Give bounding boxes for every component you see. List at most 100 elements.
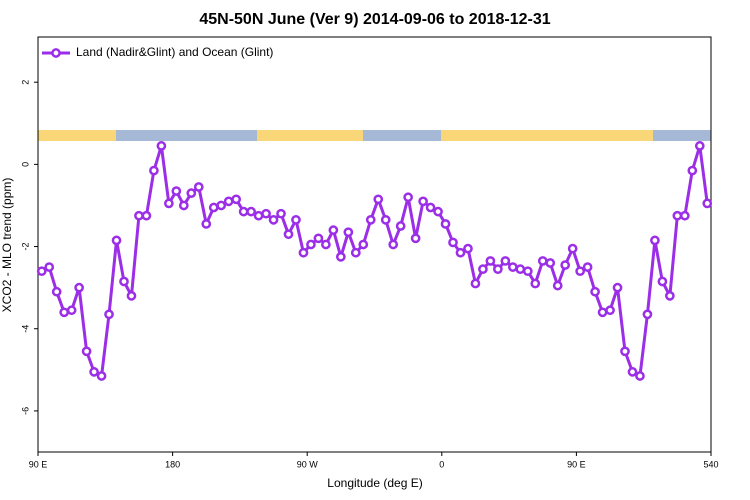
x-tick-label: 540 <box>703 459 718 469</box>
point <box>597 307 608 318</box>
point <box>567 243 578 254</box>
point <box>403 192 413 203</box>
chart-title: 45N-50N June (Ver 9) 2014-09-06 to 2018-… <box>199 11 550 28</box>
point <box>51 286 62 297</box>
point <box>231 194 242 205</box>
point <box>193 182 204 192</box>
point <box>657 276 668 287</box>
point <box>410 233 421 244</box>
point <box>298 247 309 258</box>
point <box>313 233 324 244</box>
point <box>433 206 443 217</box>
point <box>672 210 683 221</box>
point <box>283 229 294 240</box>
point <box>507 262 518 272</box>
point <box>44 262 55 272</box>
point <box>336 251 346 262</box>
y-axis-label: XCO2 - MLO trend (ppm) <box>0 178 14 313</box>
point <box>74 282 84 293</box>
point <box>156 141 167 151</box>
point <box>268 214 279 225</box>
point <box>545 258 556 268</box>
point <box>186 188 197 198</box>
point <box>276 208 286 219</box>
point <box>81 346 92 357</box>
x-axis-label: Longitude (deg E) <box>327 476 422 490</box>
point <box>590 286 600 297</box>
point <box>582 262 593 272</box>
point <box>642 309 653 320</box>
point <box>493 264 503 275</box>
point <box>679 210 690 221</box>
point <box>119 276 129 287</box>
point <box>178 200 189 211</box>
legend-marker <box>51 48 61 58</box>
y-tick-label: 0 <box>20 162 30 167</box>
point <box>694 141 705 151</box>
point <box>627 367 638 377</box>
point <box>395 221 406 231</box>
point <box>515 264 526 275</box>
point <box>463 243 473 254</box>
point <box>343 227 354 238</box>
x-tick-label: 0 <box>439 459 444 469</box>
point <box>238 206 249 217</box>
point <box>141 210 152 221</box>
point <box>261 208 271 219</box>
point <box>216 200 227 211</box>
point <box>111 235 122 246</box>
point <box>164 198 174 209</box>
x-tick-label: 90 E <box>567 459 586 469</box>
point <box>575 266 585 277</box>
point <box>96 371 107 381</box>
point <box>36 266 47 277</box>
point <box>470 278 481 289</box>
point <box>104 309 114 320</box>
point <box>560 260 571 270</box>
x-tick-label: 180 <box>165 459 180 469</box>
point <box>448 237 458 248</box>
point <box>306 239 316 250</box>
point <box>208 202 219 213</box>
point <box>440 219 451 229</box>
point <box>358 239 369 250</box>
legend-text: Land (Nadir&Glint) and Ocean (Glint) <box>76 45 273 59</box>
point <box>134 210 144 221</box>
point <box>665 291 675 301</box>
point <box>89 367 99 377</box>
point <box>552 280 563 291</box>
plot-frame <box>37 36 712 453</box>
point <box>388 239 399 250</box>
point <box>687 165 698 176</box>
y-tick-label: -4 <box>20 325 30 333</box>
point <box>66 305 77 316</box>
land-band <box>257 130 363 141</box>
y-tick-label: -2 <box>20 243 30 251</box>
point <box>605 305 615 316</box>
y-tick-label: 2 <box>20 80 30 85</box>
point <box>478 264 488 275</box>
point <box>485 256 496 266</box>
point <box>201 219 212 229</box>
point <box>321 239 331 250</box>
point <box>126 291 137 301</box>
point <box>223 196 234 207</box>
x-tick-label: 90 E <box>29 459 48 469</box>
point <box>650 235 660 246</box>
point <box>350 247 361 258</box>
point <box>537 256 548 266</box>
point <box>59 307 70 318</box>
point <box>149 165 159 176</box>
point <box>328 225 339 235</box>
point <box>246 206 256 217</box>
ocean-band <box>38 130 711 141</box>
point <box>702 198 713 209</box>
point <box>612 282 623 293</box>
y-tick-label: -6 <box>20 407 30 415</box>
series-line <box>41 145 709 379</box>
point <box>418 196 428 207</box>
point <box>522 266 533 277</box>
point <box>291 214 301 225</box>
land-band <box>441 130 653 141</box>
